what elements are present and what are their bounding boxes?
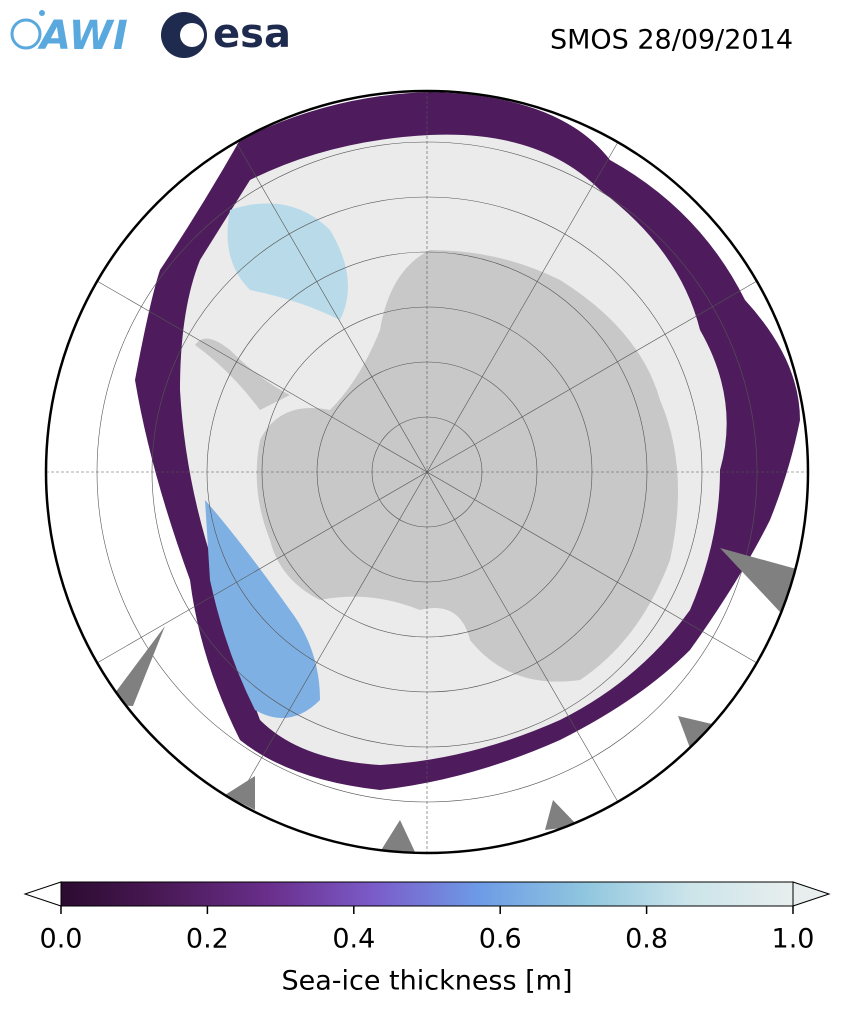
colorbar-gradient: [60, 881, 794, 907]
colorbar-tick-label: 0.8: [625, 924, 668, 955]
colorbar-label: Sea-ice thickness [m]: [281, 966, 572, 997]
colorbar-tick-label: 0.2: [186, 924, 229, 955]
colorbar-tick-label: 0.6: [479, 924, 522, 955]
esa-logo: esa: [161, 11, 291, 58]
map: [46, 91, 808, 853]
title: SMOS 28/09/2014: [550, 25, 793, 56]
logo-text: AWI: [37, 13, 128, 59]
awi-logo: AWI: [10, 10, 128, 59]
colorbar-tick-label: 1.0: [772, 924, 815, 955]
logo-text: esa: [213, 11, 291, 57]
colorbar-tick-label: 0.4: [332, 924, 375, 955]
map-frame: [44, 89, 810, 855]
colorbar-tick-label: 0.0: [40, 924, 83, 955]
colorbar: Sea-ice thickness [m] 0.0 0.2 0.4 0.6 0.8 1.0: [23, 881, 831, 997]
